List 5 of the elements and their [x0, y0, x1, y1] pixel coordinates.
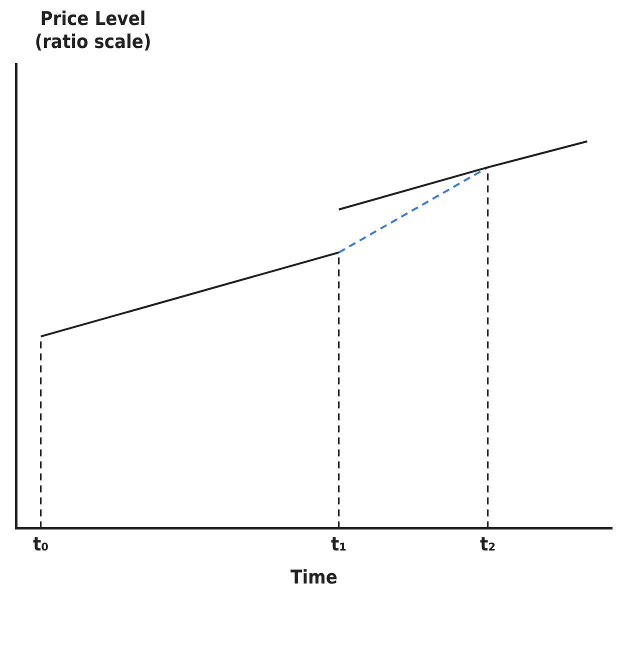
x-tick-label: t₁ — [330, 534, 347, 556]
x-tick-label: t₀ — [32, 534, 49, 556]
x-tick-label: t₂ — [480, 534, 496, 556]
y-axis-title: Price Level (ratio scale) — [34, 8, 152, 54]
x-axis-title: Time — [290, 566, 338, 589]
